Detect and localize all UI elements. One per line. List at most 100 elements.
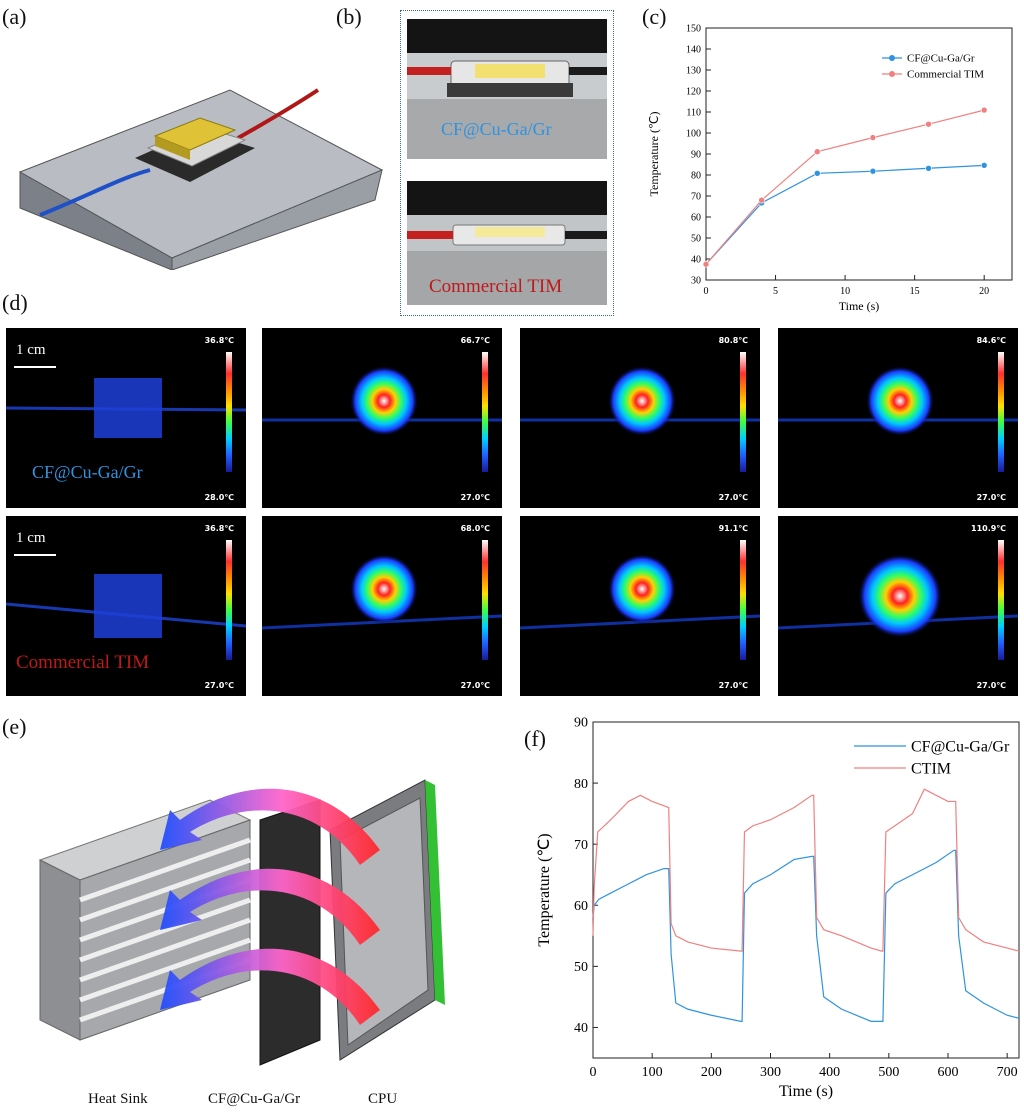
y-tick-label: 90 [574,716,588,731]
y-tick-label: 90 [691,149,701,160]
scale-bar-label: 1 cm [16,342,46,358]
y-tick-label: 70 [574,838,588,853]
y-tick-label: 120 [686,86,701,97]
data-point [980,162,988,169]
min-temp-label: 28.0℃ [204,493,234,502]
y-tick-label: 60 [574,899,588,914]
x-tick-label: 700 [997,1065,1018,1080]
material-label: Commercial TIM [16,652,150,673]
y-axis-label: Temperature (℃) [647,112,661,197]
material-label: CF@Cu-Ga/Gr [32,462,143,482]
series-line [592,849,1020,1022]
y-tick-label: 130 [686,65,701,76]
color-scale-bar [740,352,746,472]
min-temp-label: 27.0℃ [976,493,1006,502]
y-tick-label: 100 [686,128,701,139]
caption-tim: CF@Cu-Ga/Gr [208,1091,301,1107]
x-tick-label: 20 [979,286,989,297]
legend-marker [889,71,895,77]
color-scale-bar [740,540,746,660]
heat-flow-arrows [160,788,380,1025]
x-tick-label: 100 [642,1065,663,1080]
scale-bar [14,366,56,368]
y-axis-label: Temperature (℃) [536,833,553,946]
x-axis-label: Time (s) [779,1083,833,1100]
y-tick-label: 30 [691,275,701,286]
max-temp-label: 36.8℃ [204,524,234,533]
legend-label: CF@Cu-Ga/Gr [907,53,975,65]
max-temp-label: 80.8℃ [718,336,748,345]
legend-label: CF@Cu-Ga/Gr [911,738,1010,755]
x-tick-label: 400 [819,1065,840,1080]
x-tick-label: 5 [773,286,778,297]
photo-top-label: CF@Cu-Ga/Gr [441,119,552,139]
thermal-frame: 80.8℃ 27.0℃ [520,328,760,508]
legend-label: Commercial TIM [907,69,984,81]
y-tick-label: 40 [691,254,701,265]
legend-marker [889,55,895,61]
caption-heat-sink: Heat Sink [88,1091,148,1107]
panel-label-e: (e) [2,714,27,739]
chart-temperature-cycling: 0 100 200 300 400 500 600 700 40 50 60 70 80 90 Time (… [536,716,1020,1100]
plot-frame [592,721,1020,1059]
chart-temperature-vs-time-short: 0 5 10 15 20 30 40 50 60 70 80 90 100 110 120 130 140 150… [647,23,1013,313]
max-temp-label: 84.6℃ [976,336,1006,345]
data-point [702,260,710,268]
min-temp-label: 27.0℃ [204,681,234,690]
y-tick-label: 150 [686,23,701,34]
thermal-frame: 84.6℃ 27.0℃ [778,328,1018,508]
y-tick-label: 70 [691,191,701,202]
scale-bar-label: 1 cm [16,530,46,546]
heat-sink-fins [38,799,252,1041]
x-tick-label: 600 [938,1065,959,1080]
data-point [813,148,821,155]
caption-cpu: CPU [368,1091,398,1107]
max-temp-label: 110.9℃ [971,524,1006,533]
plot-frame [705,27,1013,281]
x-tick-label: 15 [910,286,920,297]
max-temp-label: 91.1℃ [718,524,748,533]
y-tick-label: 60 [691,212,701,223]
tim-layer [259,799,321,1066]
min-temp-label: 27.0℃ [460,493,490,502]
data-point [980,106,988,114]
color-scale-bar [998,352,1004,472]
panel-label-a: (a) [2,4,27,29]
x-tick-label: 0 [704,286,709,297]
x-tick-label: 500 [878,1065,899,1080]
data-point [869,134,877,141]
y-tick-label: 80 [691,170,701,181]
thermal-frame: 110.9℃ 27.0℃ [778,516,1018,696]
color-scale-bar [998,540,1004,660]
thermal-frame: 36.8℃ 27.0℃ 1 cm Commercial TIM [6,516,246,696]
data-point [925,120,932,128]
data-point [925,164,932,172]
y-tick-label: 80 [574,777,588,792]
color-scale-bar [482,352,488,472]
color-scale-bar [482,540,488,660]
data-point [869,167,877,175]
y-tick-label: 50 [691,233,701,244]
max-temp-label: 68.0℃ [460,524,490,533]
data-point [813,170,821,177]
data-point [758,196,765,204]
thermal-frame: 36.8℃ 28.0℃ 1 cm CF@Cu-Ga/Gr [6,328,246,508]
heat-sink-diagram [38,779,445,1066]
color-scale-bar [226,352,232,472]
series-line [705,164,985,265]
min-temp-label: 27.0℃ [976,681,1006,690]
photo-top [407,19,607,159]
max-temp-label: 36.8℃ [204,336,234,345]
min-temp-label: 27.0℃ [718,681,748,690]
photo-bottom-label: Commercial TIM [429,276,563,297]
legend-label: CTIM [911,760,951,777]
panel-label-c: (c) [642,4,667,29]
min-temp-label: 27.0℃ [718,493,748,502]
max-temp-label: 66.7℃ [460,336,490,345]
x-tick-label: 10 [840,286,850,297]
panel-label-d: (d) [2,290,28,315]
thermal-frame: 91.1℃ 27.0℃ [520,516,760,696]
y-tick-label: 110 [686,107,701,118]
thermal-frame: 68.0℃ 27.0℃ [262,516,502,696]
x-tick-label: 0 [590,1065,597,1080]
